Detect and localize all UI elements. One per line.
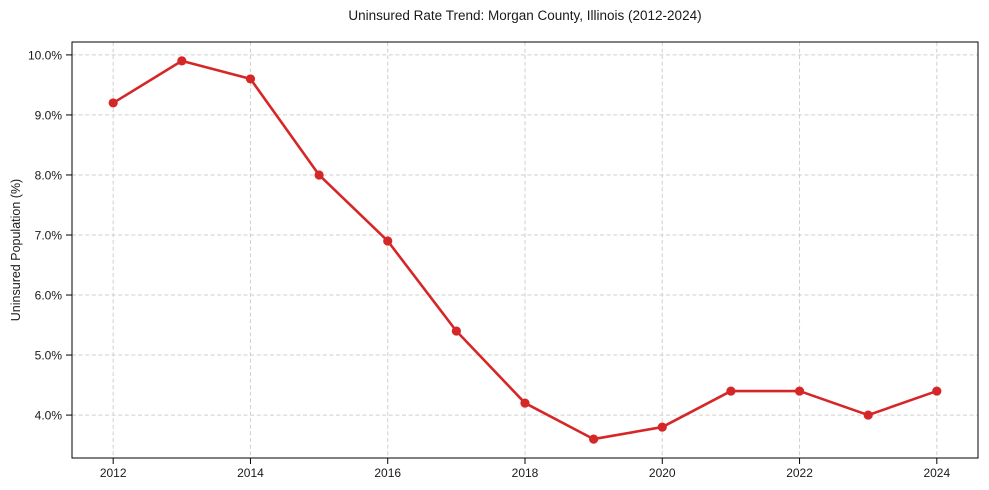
y-tick-label: 7.0% <box>35 228 63 242</box>
data-point <box>589 434 599 444</box>
data-point <box>932 386 942 396</box>
data-point <box>520 398 530 408</box>
y-tick-label: 9.0% <box>35 108 63 122</box>
x-tick-label: 2024 <box>923 466 950 480</box>
data-point <box>863 410 873 420</box>
x-tick-label: 2012 <box>100 466 127 480</box>
y-tick-label: 4.0% <box>35 409 63 423</box>
data-point <box>657 422 667 432</box>
y-tick-label: 10.0% <box>28 48 62 62</box>
x-tick-label: 2020 <box>649 466 676 480</box>
x-tick-label: 2022 <box>786 466 813 480</box>
chart-title: Uninsured Rate Trend: Morgan County, Ill… <box>348 8 701 23</box>
tick-layer <box>66 54 938 464</box>
data-point <box>726 386 736 396</box>
y-tick-label: 8.0% <box>35 168 63 182</box>
x-tick-label: 2016 <box>374 466 401 480</box>
data-point <box>794 386 805 396</box>
y-axis-label: Uninsured Population (%) <box>9 179 23 321</box>
grid-layer <box>72 42 978 458</box>
y-tick-label: 6.0% <box>35 289 63 303</box>
data-point <box>177 56 187 66</box>
tick-label-layer: 2012 2014 2016 2018 2020 2022 2024 4.0% 5.0% 6.0%… <box>28 48 951 480</box>
y-tick-label: 5.0% <box>35 349 63 363</box>
x-tick-label: 2014 <box>237 466 264 480</box>
data-point <box>451 326 461 336</box>
data-point <box>383 236 393 246</box>
series-uninsured-rate <box>108 56 942 444</box>
data-point <box>245 74 256 84</box>
x-tick-label: 2018 <box>512 466 539 480</box>
data-point <box>314 170 324 180</box>
data-point <box>108 98 118 108</box>
